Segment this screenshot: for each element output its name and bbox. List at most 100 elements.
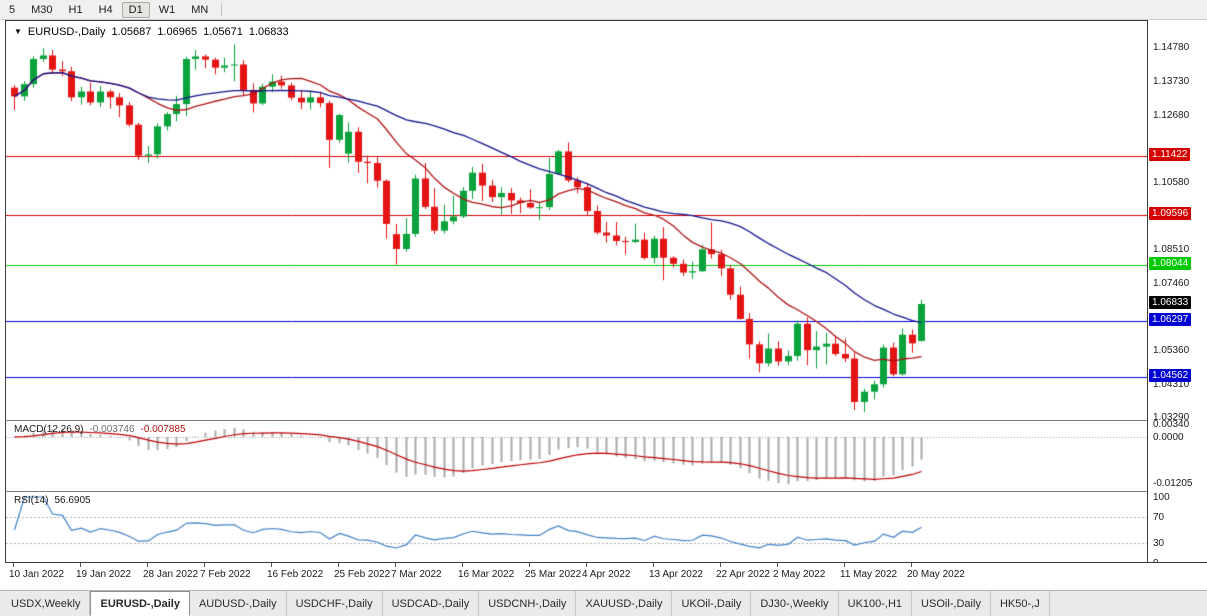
date-label: 4 Apr 2022 [582, 569, 631, 580]
chart-title-symbol: EURUSD-,Daily [27, 26, 106, 38]
tab-hk50-j[interactable]: HK50-,J [991, 591, 1050, 616]
rsi-axis-label: 0 [1153, 558, 1159, 562]
date-label: 28 Jan 2022 [143, 569, 199, 580]
date-label: 20 May 2022 [907, 569, 965, 580]
chart-title-high: 1.06965 [157, 26, 198, 38]
date-label: 25 Feb 2022 [334, 569, 391, 580]
tab-eurusd-daily[interactable]: EURUSD-,Daily [90, 591, 190, 616]
chart-menu-icon[interactable]: ▼ [14, 27, 22, 36]
date-tick [13, 563, 14, 567]
tab-usdchf-daily[interactable]: USDCHF-,Daily [287, 591, 383, 616]
date-tick [529, 563, 530, 567]
macd-main-value: -0.003746 [89, 424, 135, 435]
price-axis-label: 1.13730 [1153, 75, 1190, 87]
date-label: 22 Apr 2022 [716, 569, 770, 580]
timeframe-button-h4[interactable]: H4 [98, 3, 113, 16]
date-label: 13 Apr 2022 [649, 569, 703, 580]
rsi-indicator-panel: RSI(14) 56.6905 [5, 492, 1147, 562]
price-axis-label: 1.08510 [1153, 243, 1190, 255]
date-tick [777, 563, 778, 567]
date-tick [147, 563, 148, 567]
timeframe-button-mn[interactable]: MN [191, 3, 209, 16]
rsi-axis-label: 100 [1153, 492, 1170, 503]
price-axis-label: 1.03290 [1153, 412, 1190, 424]
macd-axis-label: 0.00340 [1153, 418, 1190, 430]
timeframe-button-w1[interactable]: W1 [158, 3, 176, 16]
tab-xauusd-daily[interactable]: XAUUSD-,Daily [576, 591, 673, 616]
price-axis-label: 1.14780 [1153, 42, 1190, 54]
date-label: 19 Jan 2022 [76, 569, 132, 580]
chart-title-close: 1.06833 [248, 26, 289, 38]
hline-price-label: 1.11422 [1149, 148, 1191, 162]
date-label: 2 May 2022 [773, 569, 826, 580]
timeframe-toolbar: 5 M30 H1 H4 D1 W1 MN [0, 0, 1207, 20]
date-tick [586, 563, 587, 567]
current-price-label: 1.06833 [1149, 295, 1192, 309]
rsi-value: 56.6905 [54, 495, 91, 506]
chart-title-low: 1.05671 [203, 26, 243, 38]
tab-ukoil-daily[interactable]: UKOil-,Daily [672, 591, 752, 616]
rsi-canvas[interactable] [6, 492, 1147, 562]
date-tick [653, 563, 654, 567]
date-label: 16 Feb 2022 [267, 569, 324, 580]
price-chart-canvas[interactable] [6, 21, 1147, 420]
date-tick [462, 563, 463, 567]
date-label: 16 Mar 2022 [458, 569, 515, 580]
rsi-axis-label: 30 [1153, 538, 1165, 550]
tab-dj30-weekly[interactable]: DJ30-,Weekly [751, 591, 839, 616]
tab-usdcad-daily[interactable]: USDCAD-,Daily [383, 591, 480, 616]
tab-usdcnh-daily[interactable]: USDCNH-,Daily [479, 591, 577, 616]
date-label: 7 Mar 2022 [391, 569, 442, 580]
macd-axis-label: 0.0000 [1153, 431, 1184, 443]
date-label: 11 May 2022 [840, 569, 898, 580]
date-label: 10 Jan 2022 [9, 569, 65, 580]
rsi-panel-separator[interactable] [5, 491, 1207, 492]
tab-usoil-daily[interactable]: USOil-,Daily [912, 591, 991, 616]
toolbar-divider [221, 3, 223, 16]
hline-price-label: 1.06297 [1149, 313, 1192, 327]
price-axis-label: 1.10580 [1153, 177, 1190, 189]
price-chart-panel: ▼ EURUSD-,Daily 1.05687 1.06965 1.05671 … [5, 20, 1147, 420]
price-axis-label: 1.05360 [1153, 345, 1190, 357]
date-tick [271, 563, 272, 567]
tab-uk100-h1[interactable]: UK100-,H1 [839, 591, 913, 616]
price-axis-column[interactable]: 1.14780 1.13730 1.12680 1.10580 1.08510 1.074… [1147, 20, 1207, 562]
macd-indicator-panel: MACD(12,26,9) -0.003746 -0.007885 [5, 421, 1147, 491]
chart-bottom-border [5, 562, 1207, 563]
price-axis-label: 1.12680 [1153, 109, 1190, 121]
timeframe-button-d1[interactable]: D1 [121, 1, 150, 18]
hline-price-label: 1.09596 [1149, 207, 1192, 220]
date-label: 7 Feb 2022 [200, 569, 251, 580]
rsi-name: RSI(14) [14, 495, 49, 506]
hline-price-label: 1.08044 [1149, 256, 1192, 270]
macd-label: MACD(12,26,9) -0.003746 -0.007885 [14, 424, 186, 435]
date-tick [395, 563, 396, 567]
date-tick [338, 563, 339, 567]
date-tick [911, 563, 912, 567]
date-tick [720, 563, 721, 567]
chart-title-open: 1.05687 [111, 26, 152, 38]
timeframe-button-m30[interactable]: M30 [31, 3, 53, 16]
timeframe-button-5[interactable]: 5 [9, 3, 16, 16]
tab-audusd-daily[interactable]: AUDUSD-,Daily [190, 591, 287, 616]
hline-price-label: 1.04562 [1149, 369, 1192, 383]
macd-canvas[interactable] [6, 421, 1147, 491]
macd-panel-separator[interactable] [5, 420, 1207, 421]
tab-usdx-weekly[interactable]: USDX,Weekly [2, 591, 91, 616]
timeframe-button-h1[interactable]: H1 [68, 3, 83, 16]
time-axis[interactable]: 10 Jan 2022 19 Jan 2022 28 Jan 2022 7 Feb 2… [5, 563, 1147, 583]
rsi-axis-label: 70 [1153, 511, 1165, 523]
macd-axis-label: -0.01205 [1153, 477, 1193, 489]
macd-name: MACD(12,26,9) [14, 424, 84, 435]
chart-title: ▼ EURUSD-,Daily 1.05687 1.06965 1.05671 … [14, 26, 289, 38]
date-label: 25 Mar 2022 [525, 569, 582, 580]
macd-signal-value: -0.007885 [140, 424, 186, 435]
date-tick [80, 563, 81, 567]
price-axis-label: 1.04310 [1153, 379, 1190, 391]
price-axis-label: 1.07460 [1153, 277, 1190, 289]
rsi-label: RSI(14) 56.6905 [14, 495, 91, 506]
chart-tabs-bar: USDX,Weekly EURUSD-,Daily AUDUSD-,Daily USD… [0, 590, 1207, 616]
date-tick [204, 563, 205, 567]
date-tick [844, 563, 845, 567]
